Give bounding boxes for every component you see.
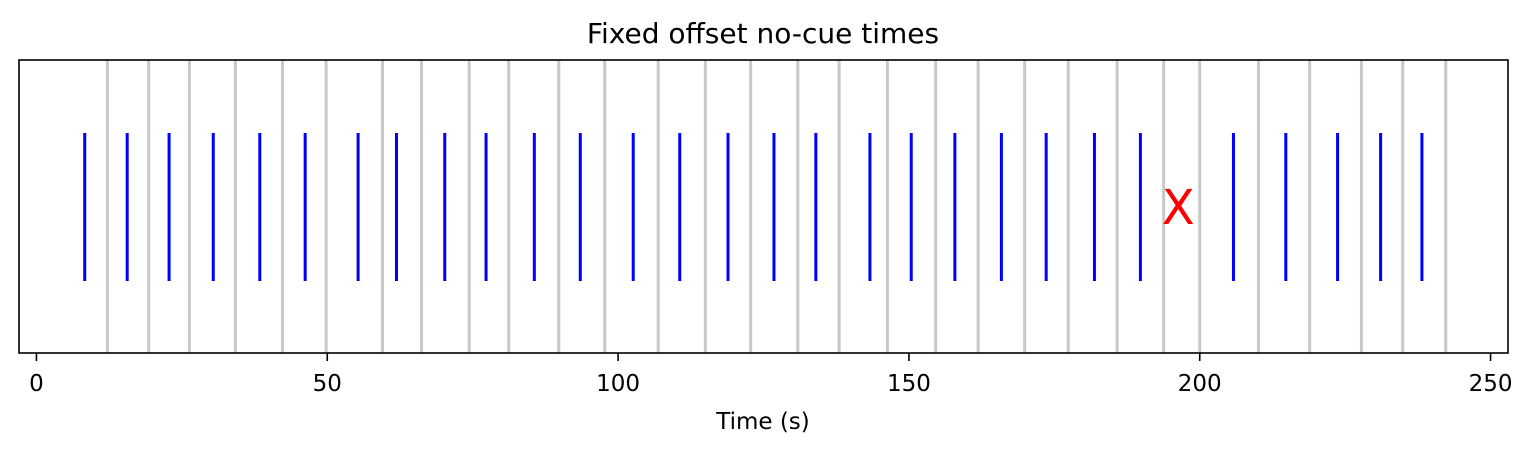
chart-title: Fixed offset no-cue times bbox=[587, 17, 939, 50]
x-tick-label: 250 bbox=[1469, 371, 1513, 397]
x-axis: 0 50 100 150 200 250 bbox=[29, 353, 1513, 397]
x-tick-label: 0 bbox=[29, 371, 44, 397]
x-tick-label: 200 bbox=[1178, 371, 1222, 397]
x-tick-label: 50 bbox=[313, 371, 342, 397]
x-tick-label: 100 bbox=[596, 371, 640, 397]
x-tick-label: 150 bbox=[887, 371, 931, 397]
x-axis-label: Time (s) bbox=[715, 409, 810, 435]
plot-lines: X bbox=[83, 60, 1448, 353]
plot-frame bbox=[18, 59, 1509, 354]
missing-cue-marker: X bbox=[1162, 180, 1195, 236]
